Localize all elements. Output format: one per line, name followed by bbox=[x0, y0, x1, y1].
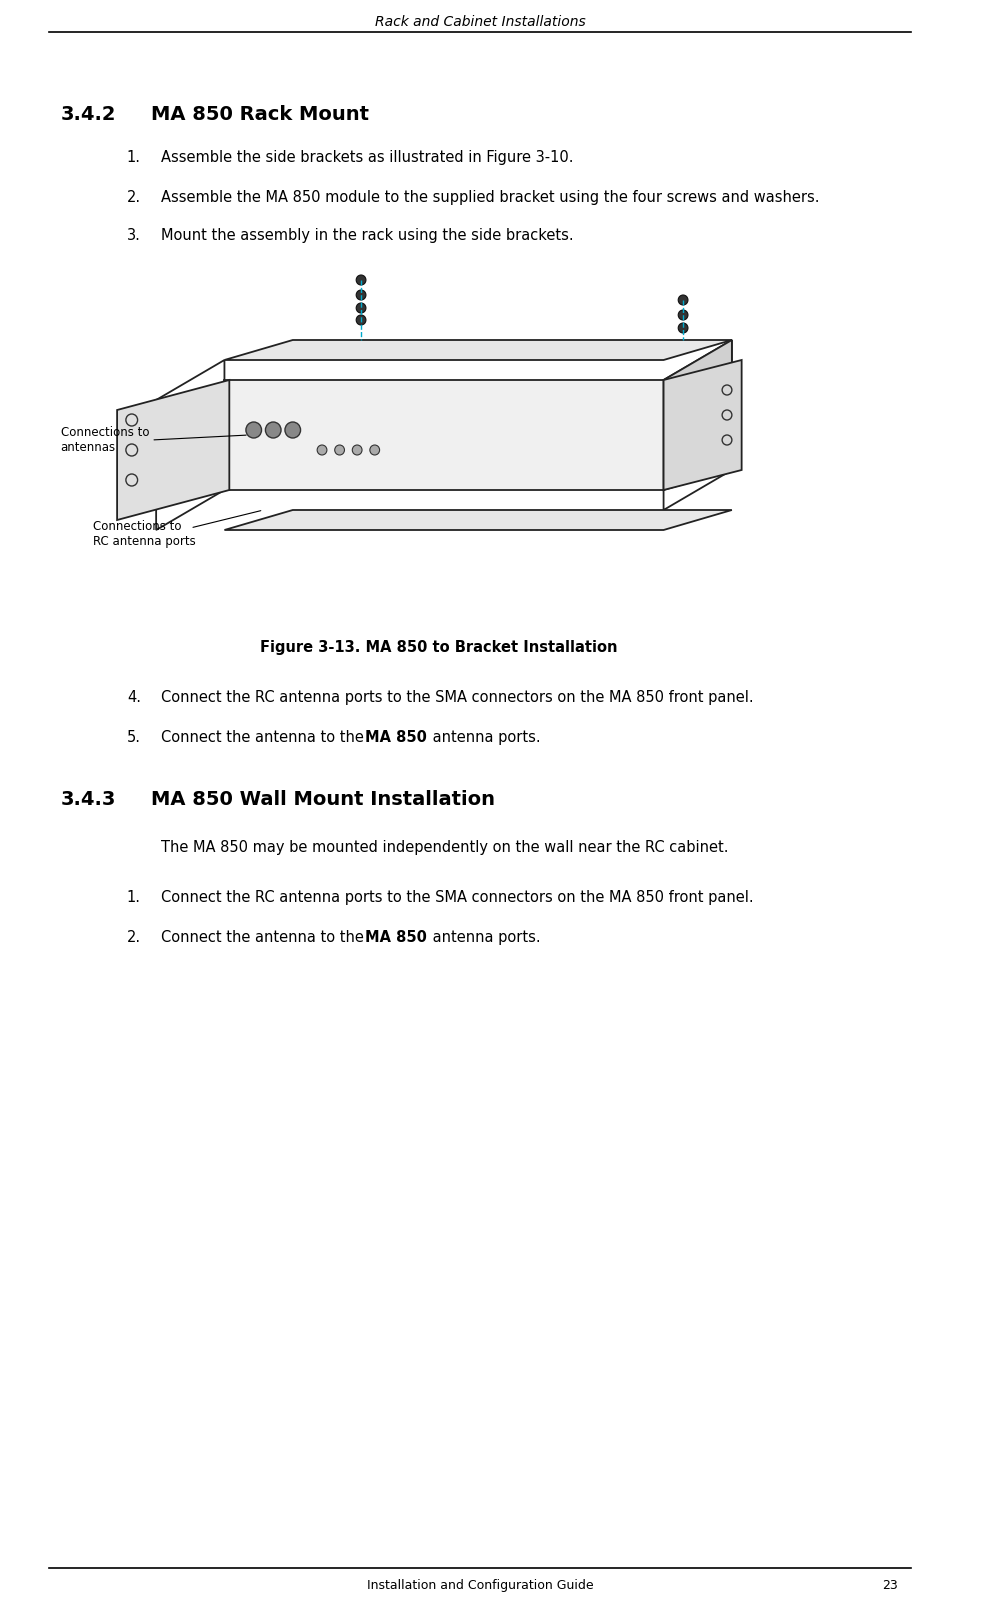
Polygon shape bbox=[663, 339, 732, 490]
Text: Connect the antenna to the: Connect the antenna to the bbox=[161, 730, 369, 744]
Text: 2.: 2. bbox=[127, 930, 141, 945]
Text: MA 850 Rack Mount: MA 850 Rack Mount bbox=[152, 106, 369, 123]
Circle shape bbox=[678, 311, 688, 320]
Circle shape bbox=[356, 315, 366, 325]
Polygon shape bbox=[663, 360, 742, 490]
Circle shape bbox=[246, 423, 262, 439]
Text: antenna ports.: antenna ports. bbox=[428, 730, 540, 744]
Circle shape bbox=[352, 445, 362, 455]
Text: 2.: 2. bbox=[127, 191, 141, 205]
Text: Connect the RC antenna ports to the SMA connectors on the MA 850 front panel.: Connect the RC antenna ports to the SMA … bbox=[161, 890, 754, 905]
Text: Assemble the side brackets as illustrated in Figure 3-10.: Assemble the side brackets as illustrate… bbox=[161, 150, 574, 165]
Circle shape bbox=[356, 303, 366, 314]
Text: MA 850 Wall Mount Installation: MA 850 Wall Mount Installation bbox=[152, 789, 495, 809]
Text: Connections to
antennas: Connections to antennas bbox=[60, 426, 149, 455]
Text: Mount the assembly in the rack using the side brackets.: Mount the assembly in the rack using the… bbox=[161, 227, 574, 243]
Text: Figure 3-13. MA 850 to Bracket Installation: Figure 3-13. MA 850 to Bracket Installat… bbox=[261, 640, 618, 655]
Text: MA 850: MA 850 bbox=[365, 730, 427, 744]
Text: Assemble the MA 850 module to the supplied bracket using the four screws and was: Assemble the MA 850 module to the suppli… bbox=[161, 191, 820, 205]
Circle shape bbox=[678, 323, 688, 333]
Text: 3.: 3. bbox=[127, 227, 141, 243]
Circle shape bbox=[285, 423, 300, 439]
Text: Rack and Cabinet Installations: Rack and Cabinet Installations bbox=[375, 14, 585, 29]
Text: 23: 23 bbox=[882, 1579, 897, 1591]
Circle shape bbox=[356, 275, 366, 285]
Text: 1.: 1. bbox=[127, 890, 141, 905]
Text: Connect the antenna to the: Connect the antenna to the bbox=[161, 930, 369, 945]
Polygon shape bbox=[224, 511, 732, 530]
Circle shape bbox=[356, 290, 366, 299]
Circle shape bbox=[335, 445, 344, 455]
Text: Connections to
RC antenna ports: Connections to RC antenna ports bbox=[92, 520, 196, 548]
Text: 3.4.3: 3.4.3 bbox=[60, 789, 116, 809]
Circle shape bbox=[678, 295, 688, 306]
Polygon shape bbox=[117, 379, 229, 520]
Circle shape bbox=[266, 423, 281, 439]
Circle shape bbox=[370, 445, 380, 455]
Text: 5.: 5. bbox=[127, 730, 141, 744]
Text: antenna ports.: antenna ports. bbox=[428, 930, 540, 945]
Text: The MA 850 may be mounted independently on the wall near the RC cabinet.: The MA 850 may be mounted independently … bbox=[161, 841, 728, 855]
Polygon shape bbox=[224, 379, 663, 490]
Text: MA 850: MA 850 bbox=[365, 930, 427, 945]
Text: 4.: 4. bbox=[127, 690, 141, 704]
Circle shape bbox=[317, 445, 327, 455]
Text: Connect the RC antenna ports to the SMA connectors on the MA 850 front panel.: Connect the RC antenna ports to the SMA … bbox=[161, 690, 754, 704]
Text: 1.: 1. bbox=[127, 150, 141, 165]
Text: Installation and Configuration Guide: Installation and Configuration Guide bbox=[367, 1579, 593, 1591]
Polygon shape bbox=[224, 339, 732, 360]
Text: 3.4.2: 3.4.2 bbox=[60, 106, 116, 123]
